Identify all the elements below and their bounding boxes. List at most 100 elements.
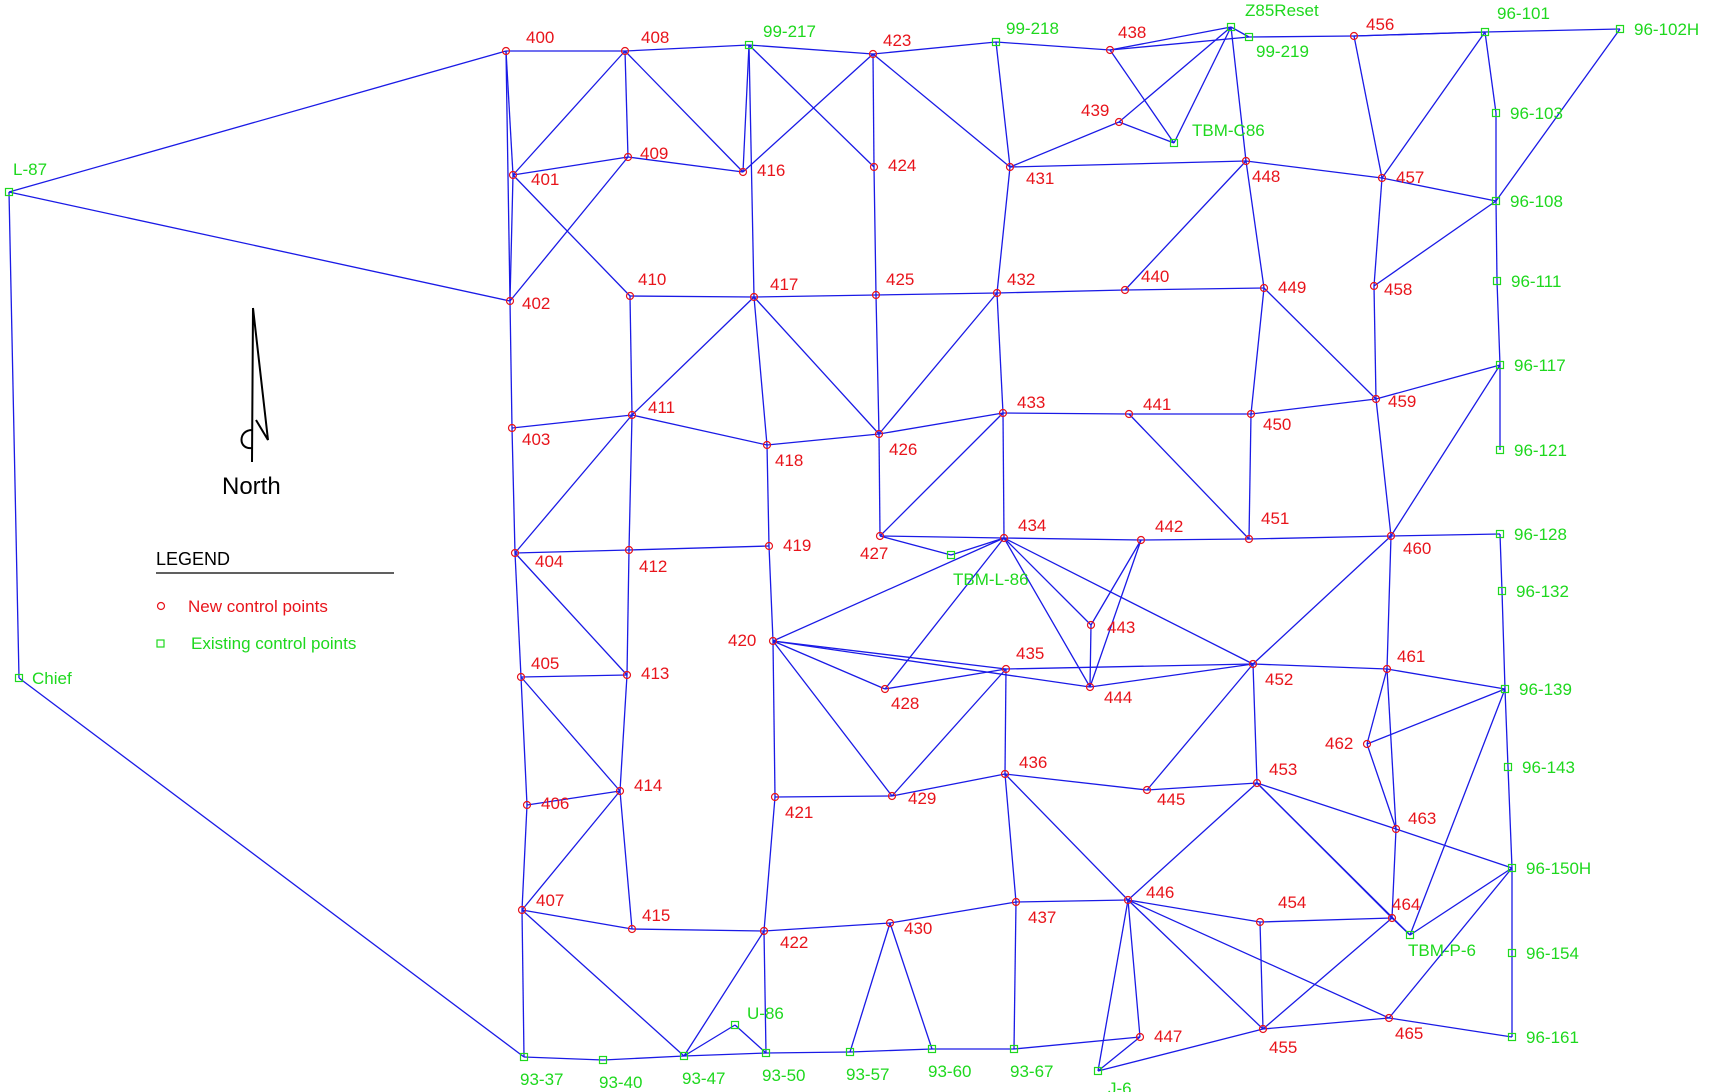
survey-line [514, 552, 522, 678]
survey-line [1353, 31, 1486, 37]
point-label: 96-150H [1526, 859, 1591, 878]
new-control-point-icon [522, 800, 532, 810]
survey-line [772, 640, 776, 798]
new-control-point-icon [1384, 1013, 1394, 1023]
point-label: 96-121 [1514, 441, 1567, 460]
point-label: 96-111 [1511, 272, 1561, 291]
survey-line [1250, 398, 1377, 415]
new-control-point-icon [768, 636, 778, 646]
survey-line [1395, 828, 1513, 869]
survey-line [1366, 668, 1388, 745]
survey-line [619, 674, 628, 792]
survey-line [772, 640, 886, 690]
survey-line [1390, 533, 1501, 537]
new-control-point-icon [1382, 664, 1392, 674]
survey-line [1263, 287, 1377, 400]
survey-line [996, 166, 1011, 294]
survey-line [1015, 899, 1129, 903]
point-label: 432 [1007, 270, 1035, 289]
survey-line [1484, 28, 1621, 33]
existing-control-point-icon [744, 40, 754, 50]
point-label: 96-132 [1516, 582, 1569, 601]
existing-control-point-icon [761, 1048, 771, 1058]
survey-line [1004, 773, 1017, 903]
point-label: 440 [1141, 267, 1169, 286]
survey-line [505, 50, 511, 302]
survey-line [1124, 287, 1265, 291]
new-control-point-icon [1252, 778, 1262, 788]
point-label: 93-67 [1010, 1062, 1053, 1081]
survey-line [995, 41, 1111, 51]
point-label: 99-219 [1256, 42, 1309, 61]
point-label: 414 [634, 776, 662, 795]
survey-line [1013, 901, 1017, 1050]
point-label: 426 [889, 440, 917, 459]
new-control-point-icon [622, 670, 632, 680]
survey-line [763, 796, 776, 932]
new-control-point-icon [1136, 535, 1146, 545]
new-control-point-icon [501, 46, 511, 56]
survey-line [873, 166, 877, 296]
new-control-point-icon [1241, 156, 1251, 166]
point-label: 444 [1104, 688, 1132, 707]
survey-line [1128, 413, 1250, 540]
point-label: 446 [1146, 883, 1174, 902]
existing-control-point-icon [845, 1047, 855, 1057]
existing-control-point-icon [946, 550, 956, 560]
point-label: 413 [641, 664, 669, 683]
new-control-point-icon [507, 423, 517, 433]
existing-control-point-icon [730, 1020, 740, 1030]
survey-line [753, 296, 880, 435]
new-control-point-icon [1142, 785, 1152, 795]
survey-line [1230, 26, 1247, 162]
survey-line [1124, 160, 1247, 291]
survey-line [523, 1056, 604, 1061]
north-arrow: North [222, 307, 281, 500]
point-label: 402 [522, 294, 550, 313]
survey-line [1127, 899, 1261, 923]
new-control-point-icon [1124, 409, 1134, 419]
survey-line [1009, 160, 1247, 168]
point-label: 99-217 [763, 22, 816, 41]
survey-line [742, 44, 750, 173]
new-control-point-icon [1086, 620, 1096, 630]
survey-line [891, 668, 1007, 797]
point-label: 96-161 [1526, 1028, 1579, 1047]
point-label: 431 [1026, 169, 1054, 188]
new-control-point-icon [869, 162, 879, 172]
survey-line [1097, 899, 1129, 1072]
survey-line [878, 412, 1004, 435]
survey-line [1381, 177, 1497, 202]
survey-line [1003, 537, 1092, 626]
survey-line [1109, 49, 1175, 144]
point-label: 409 [640, 144, 668, 163]
survey-line [631, 414, 768, 446]
survey-line [1386, 668, 1397, 830]
point-label: 434 [1018, 516, 1046, 535]
survey-line [1259, 917, 1393, 923]
survey-line [879, 535, 952, 556]
survey-line [511, 427, 516, 554]
new-control-point-icon [1255, 917, 1265, 927]
survey-line [1373, 285, 1377, 400]
survey-line [8, 50, 507, 193]
existing-control-point-icon [1495, 529, 1505, 539]
survey-line [509, 156, 629, 302]
survey-line [18, 677, 525, 1058]
survey-line [631, 928, 765, 932]
survey-line [1097, 1028, 1264, 1072]
point-label: 451 [1261, 509, 1289, 528]
point-label: 425 [886, 270, 914, 289]
point-label: 449 [1278, 278, 1306, 297]
survey-line [631, 296, 755, 416]
point-label: 406 [541, 794, 569, 813]
survey-line [772, 640, 1007, 670]
survey-line [1109, 26, 1232, 51]
point-label: 448 [1252, 167, 1280, 186]
survey-line [1366, 743, 1397, 830]
new-control-point-icon [1114, 117, 1124, 127]
existing-control-point-icon [1491, 196, 1501, 206]
new-control-point-icon [770, 792, 780, 802]
new-control-point-icon [880, 684, 890, 694]
new-control-point-icon [625, 291, 635, 301]
